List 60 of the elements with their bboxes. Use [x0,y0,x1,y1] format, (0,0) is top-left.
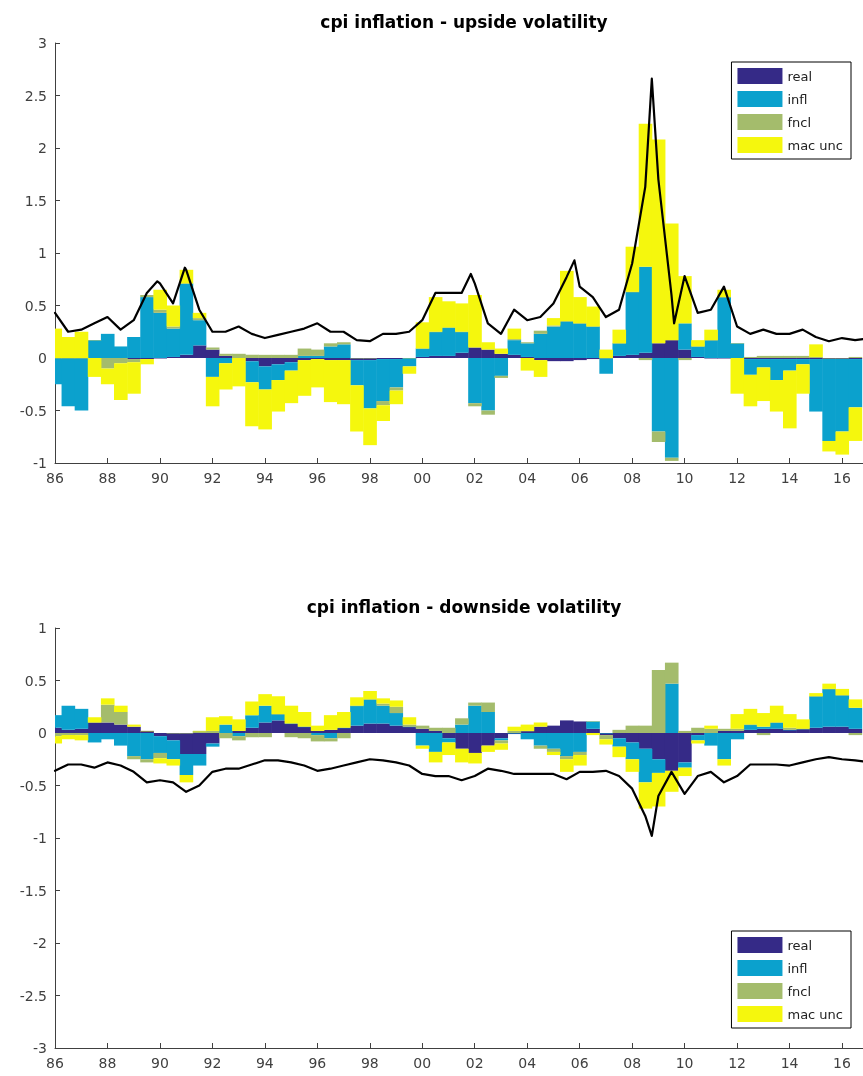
y-tick-label: -0.5 [19,777,47,794]
y-tick-label: -0.5 [19,402,47,419]
x-tick-label: 16 [833,470,852,486]
x-tick-label: 06 [570,1055,589,1071]
y-tick-label: -1.5 [19,882,47,899]
y-tick-label: -1 [33,830,47,846]
x-tick-label: 94 [255,1055,274,1071]
legend-label: mac unc [787,137,844,153]
y-tick-label: 1 [38,245,47,261]
y-tick-label: 3 [38,35,47,51]
y-tick-label: -3 [33,1040,47,1056]
x-tick-label: 10 [675,1055,694,1071]
y-tick-label: 0.5 [24,297,47,314]
x-tick-label: 96 [308,1055,327,1071]
y-tick-label: 2 [38,140,47,156]
x-tick-label: 94 [255,470,274,486]
x-tick-label: 90 [151,470,169,486]
x-tick-label: 86 [46,1055,64,1071]
y-tick-label: -2 [33,935,47,951]
x-tick-label: 88 [98,470,117,486]
x-tick-label: 08 [623,1055,642,1071]
legend-label: fncl [787,983,812,999]
chart-title: cpi inflation - downside volatility [306,596,622,617]
legend-label: real [787,68,813,84]
x-tick-label: 88 [98,1055,117,1071]
y-tick-label: -1 [33,455,47,471]
y-tick-label: 0.5 [24,672,47,689]
x-tick-label: 08 [623,470,642,486]
y-tick-label: 0 [38,350,47,366]
x-tick-label: 90 [151,1055,169,1071]
x-tick-label: 14 [780,1055,799,1071]
x-tick-label: 14 [780,470,799,486]
x-tick-label: 00 [413,470,432,486]
x-tick-label: 04 [518,1055,537,1071]
x-tick-label: 86 [46,470,64,486]
legend-label: fncl [787,114,812,130]
y-tick-label: 1 [38,620,47,636]
x-tick-label: 06 [570,470,589,486]
y-tick-label: 1.5 [24,192,47,209]
x-tick-label: 92 [203,470,222,486]
y-tick-label: -2.5 [19,987,47,1004]
legend-label: infl [787,91,808,107]
x-tick-label: 02 [465,470,484,486]
chart-title: cpi inflation - upside volatility [320,11,608,32]
x-tick-label: 16 [833,1055,852,1071]
legend-label: real [787,937,813,953]
x-tick-label: 98 [360,470,379,486]
x-tick-label: 98 [360,1055,379,1071]
legend-label: infl [787,960,808,976]
x-tick-label: 92 [203,1055,222,1071]
x-tick-label: 10 [675,470,694,486]
x-tick-label: 12 [728,470,746,486]
x-tick-label: 02 [465,1055,484,1071]
x-tick-label: 96 [308,470,327,486]
y-tick-label: 0 [38,725,47,741]
x-tick-label: 12 [728,1055,746,1071]
x-tick-label: 04 [518,470,537,486]
y-tick-label: 2.5 [24,87,47,104]
x-tick-label: 00 [413,1055,432,1071]
legend-label: mac unc [787,1006,844,1022]
